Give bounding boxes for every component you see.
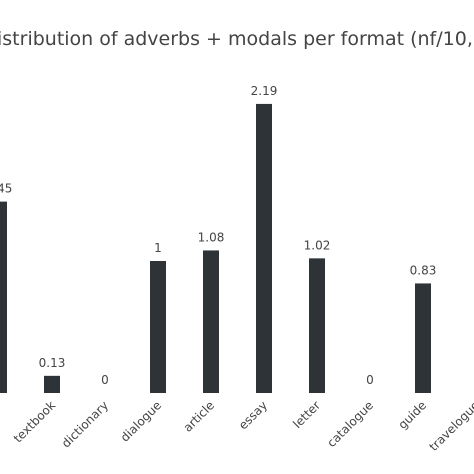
value-label: 0.13 <box>39 356 66 370</box>
value-label: 2.19 <box>251 84 278 98</box>
value-label: 1.45 <box>0 182 12 196</box>
bar <box>0 201 7 393</box>
bar <box>150 261 166 393</box>
bar <box>203 250 219 393</box>
bar <box>309 258 325 393</box>
bar <box>44 375 60 393</box>
value-label: 0.83 <box>410 263 437 277</box>
chart-title: istribution of adverbs + modals per form… <box>0 28 474 50</box>
bar <box>415 283 431 393</box>
value-label: 1.08 <box>198 230 225 244</box>
value-label: 0 <box>366 373 374 387</box>
value-label: 0 <box>101 373 109 387</box>
bar <box>256 103 272 394</box>
value-label: 1.02 <box>304 238 331 252</box>
value-label: 1 <box>154 241 162 255</box>
